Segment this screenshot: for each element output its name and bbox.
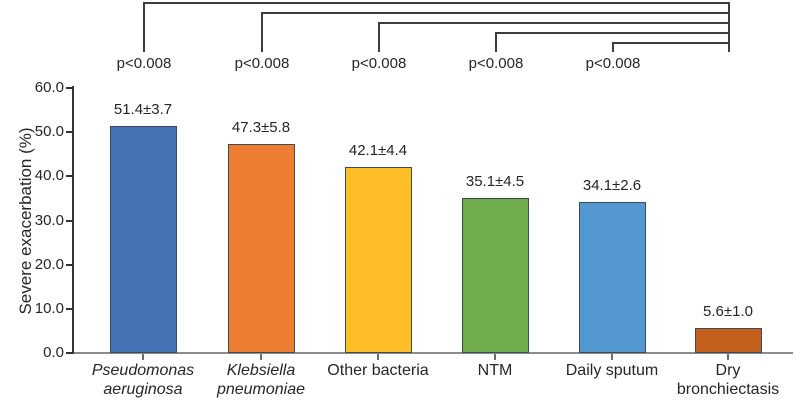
p-value-label-1: p<0.008 [116,55,172,72]
bar-klebsiella-pneumoniae [227,144,295,353]
bracket-left-vertical-1 [143,2,145,52]
bar-pseudomonas-aeruginosa [109,125,177,353]
value-label-klebsiella-pneumoniae: 47.3±5.8 [231,119,291,137]
y-tick-label: 40.0 [34,167,64,185]
bracket-horizontal-1 [143,2,728,4]
p-value-label-5: p<0.008 [585,55,641,72]
category-label-line: Daily sputum [565,362,659,379]
value-label-pseudomonas-aeruginosa: 51.4±3.7 [113,100,173,118]
y-axis-tick [66,263,74,266]
y-tick-label: 50.0 [34,123,64,141]
bracket-right-vertical [728,2,730,52]
x-axis-tick [494,354,496,360]
category-label-other-bacteria: Other bacteria [308,361,448,380]
y-tick-label: 0.0 [43,344,64,361]
y-axis-tick [66,131,74,134]
x-axis-tick [260,354,262,360]
bracket-left-vertical-2 [261,12,263,52]
bracket-horizontal-3 [378,22,728,24]
p-value-label-4: p<0.008 [468,55,524,72]
bar-ntm [461,197,529,353]
value-label-other-bacteria: 42.1±4.4 [348,142,408,160]
category-label-ntm: NTM [425,361,565,380]
value-label-daily-sputum: 34.1±2.6 [582,177,642,195]
category-label-dry-bronchiectasis: Dry bronchiectasis [658,361,796,399]
bracket-left-vertical-4 [495,32,497,52]
y-tick-label: 30.0 [34,211,64,229]
bracket-horizontal-5 [612,42,728,44]
bracket-left-vertical-3 [378,22,380,52]
bar-dry-bronchiectasis [694,328,762,353]
y-tick-label: 60.0 [34,79,64,96]
x-axis-tick [142,354,144,360]
category-label-line: Dry [715,362,741,379]
category-label-line: Other bacteria [327,362,429,379]
y-axis-tick [66,307,74,310]
bracket-horizontal-4 [495,32,728,34]
y-axis-tick [66,219,74,222]
category-label-line: Klebsiella [226,362,296,379]
p-value-label-3: p<0.008 [351,55,407,72]
y-tick-label: 10.0 [34,299,64,317]
value-label-dry-bronchiectasis: 5.6±1.0 [703,303,753,321]
bracket-left-vertical-5 [612,42,614,52]
bar-other-bacteria [344,167,412,353]
category-label-pseudomonas-aeruginosa: Pseudomonas aeruginosa [73,361,213,399]
category-label-line: aeruginosa [103,381,183,398]
bar-daily-sputum [578,202,646,353]
category-label-line: Pseudomonas [91,362,195,379]
x-axis-tick [611,354,613,360]
value-label-ntm: 35.1±4.5 [465,172,525,190]
category-label-line: NTM [477,362,513,379]
category-label-line: bronchiectasis [676,381,780,398]
x-axis-tick [377,354,379,360]
category-label-daily-sputum: Daily sputum [542,361,682,380]
x-axis-line [73,351,793,354]
category-label-klebsiella-pneumoniae: Klebsiella pneumoniae [191,361,331,399]
bracket-horizontal-2 [261,12,728,14]
y-axis-tick [66,352,74,354]
x-axis-tick [727,354,729,360]
category-label-line: pneumoniae [216,381,306,398]
p-value-label-2: p<0.008 [234,55,290,72]
y-axis-tick [66,87,74,89]
y-axis-tick [66,175,74,178]
y-tick-label: 20.0 [34,255,64,273]
